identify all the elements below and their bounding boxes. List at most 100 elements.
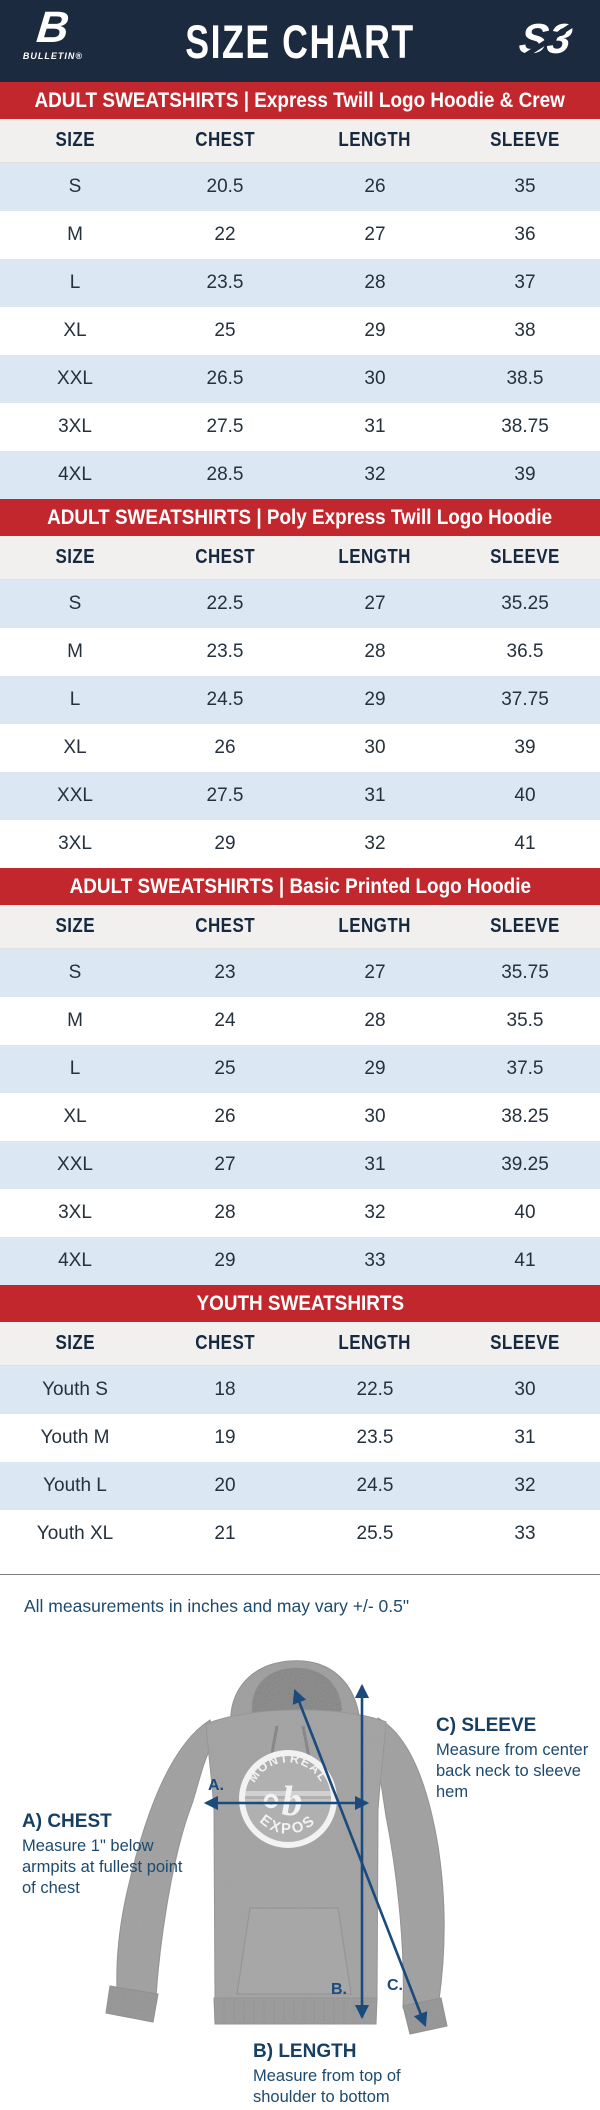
- table-cell: 38.25: [501, 1106, 549, 1127]
- measurement-arrows: [203, 1683, 428, 2027]
- table-row: Youth XL 21 25.5 33: [0, 1510, 600, 1558]
- table-cell: 41: [514, 1250, 536, 1271]
- table-cell: 27: [364, 962, 386, 983]
- table-cell: 31: [514, 1427, 536, 1448]
- col-length: LENGTH: [338, 1332, 412, 1354]
- mark-b: B.: [331, 1981, 347, 1998]
- table-cell: 25: [214, 320, 236, 341]
- col-chest: CHEST: [195, 546, 255, 568]
- column-headers: SIZE CHEST LENGTH SLEEVE: [0, 905, 600, 949]
- banner-poly-express-twill: ADULT SWEATSHIRTS | Poly Express Twill L…: [0, 499, 600, 536]
- table-cell: 19: [214, 1427, 236, 1448]
- table-cell: Youth M: [40, 1427, 110, 1448]
- length-label-title: B) LENGTH: [253, 2041, 357, 2062]
- measurement-note: All measurements in inches and may vary …: [24, 1596, 410, 1616]
- sleeve-label-title: C) SLEEVE: [436, 1715, 537, 1736]
- table-cell: 40: [514, 1202, 536, 1223]
- table-poly-express-twill: S 22.5 27 35.25 M 23.5 28 36.5 L 24.5 29 37.75 XL 26 3…: [0, 580, 600, 868]
- banner-basic-printed: ADULT SWEATSHIRTS | Basic Printed Logo H…: [0, 868, 600, 905]
- table-row: L 24.5 29 37.75: [0, 676, 600, 724]
- table-basic-printed: S 23 27 35.75 M 24 28 35.5 L 25 29 37.5 XL 26 30 38.25 X…: [0, 949, 600, 1285]
- table-row: Youth S 18 22.5 30: [0, 1366, 600, 1414]
- table-cell: 38.75: [501, 416, 549, 437]
- table-cell: 31: [364, 785, 386, 806]
- sleeve-label: C) SLEEVE Measure from center back neck …: [436, 1714, 598, 1802]
- table-cell: XXL: [57, 368, 93, 389]
- table-cell: 37.75: [501, 689, 549, 710]
- table-row: S 22.5 27 35.25: [0, 580, 600, 628]
- table-cell: S: [68, 593, 82, 614]
- table-cell: 35.75: [501, 962, 549, 983]
- table-cell: 22: [214, 224, 236, 245]
- table-cell: 24: [214, 1010, 236, 1031]
- table-row: 3XL 28 32 40: [0, 1189, 600, 1237]
- table-cell: 36: [514, 224, 536, 245]
- table-cell: 30: [514, 1379, 536, 1400]
- table-cell: M: [67, 224, 83, 245]
- table-cell: 4XL: [58, 1250, 92, 1271]
- table-cell: 28: [364, 641, 386, 662]
- bulletin-logo: B BULLETIN®: [14, 2, 92, 61]
- table-cell: Youth L: [43, 1475, 107, 1496]
- table-row: XXL 26.5 30 38.5: [0, 355, 600, 403]
- page-title: SIZE CHART: [185, 14, 415, 68]
- col-chest: CHEST: [195, 129, 255, 151]
- table-cell: 26: [364, 176, 386, 197]
- table-cell: 23.5: [206, 272, 244, 293]
- table-cell: 3XL: [58, 833, 92, 854]
- table-cell: L: [69, 1058, 81, 1079]
- table-cell: 32: [364, 833, 386, 854]
- table-cell: 26: [214, 1106, 236, 1127]
- col-sleeve: SLEEVE: [490, 129, 560, 151]
- bulletin-b-icon: B: [34, 3, 72, 52]
- table-cell: 20.5: [206, 176, 244, 197]
- col-size: SIZE: [55, 129, 95, 151]
- banner-youth: YOUTH SWEATSHIRTS: [0, 1285, 600, 1322]
- col-length: LENGTH: [338, 546, 412, 568]
- table-cell: M: [67, 1010, 83, 1031]
- table-cell: L: [69, 272, 81, 293]
- column-headers: SIZE CHEST LENGTH SLEEVE: [0, 1322, 600, 1366]
- table-cell: XL: [63, 737, 87, 758]
- table-cell: 32: [514, 1475, 536, 1496]
- table-cell: 21: [214, 1523, 236, 1544]
- col-size: SIZE: [55, 546, 95, 568]
- col-sleeve: SLEEVE: [490, 546, 560, 568]
- table-cell: 27: [214, 1154, 236, 1175]
- table-cell: 37.5: [506, 1058, 544, 1079]
- table-cell: 29: [364, 320, 386, 341]
- sleeve-label-desc: Measure from center back neck to sleeve …: [436, 1740, 589, 1801]
- table-row: M 24 28 35.5: [0, 997, 600, 1045]
- table-cell: XL: [63, 1106, 87, 1127]
- table-row: M 23.5 28 36.5: [0, 628, 600, 676]
- table-cell: 40: [514, 785, 536, 806]
- table-cell: 39: [514, 737, 536, 758]
- length-label: B) LENGTH Measure from top of shoulder t…: [253, 2040, 401, 2110]
- table-cell: 32: [364, 1202, 386, 1223]
- table-cell: 33: [514, 1523, 536, 1544]
- table-cell: 35.5: [506, 1010, 544, 1031]
- hoodie-illustration: MONTRÉAL EXPOS b A. B. C.: [105, 1660, 448, 2035]
- table-cell: XXL: [57, 785, 93, 806]
- sleeve-arrow: [292, 1689, 428, 2027]
- table-cell: 27.5: [206, 785, 244, 806]
- table-cell: 28: [214, 1202, 236, 1223]
- table-row: 4XL 28.5 32 39: [0, 451, 600, 499]
- banner-express-twill: ADULT SWEATSHIRTS | Express Twill Logo H…: [0, 82, 600, 119]
- table-cell: 32: [364, 464, 386, 485]
- table-cell: 36.5: [506, 641, 544, 662]
- chest-label-desc: Measure 1" below armpits at fullest poin…: [22, 1836, 183, 1897]
- bulletin-wordmark: BULLETIN®: [22, 51, 84, 61]
- length-label-desc: Measure from top of shoulder to bottom o…: [253, 2066, 401, 2110]
- footnote-section: All measurements in inches and may vary …: [0, 1574, 600, 1650]
- table-row: L 23.5 28 37: [0, 259, 600, 307]
- table-cell: 22.5: [356, 1379, 394, 1400]
- table-row: Youth M 19 23.5 31: [0, 1414, 600, 1462]
- table-cell: 28.5: [206, 464, 244, 485]
- table-cell: 35: [514, 176, 536, 197]
- table-cell: 39.25: [501, 1154, 549, 1175]
- col-length: LENGTH: [338, 129, 412, 151]
- table-cell: 38: [514, 320, 536, 341]
- table-cell: 30: [364, 737, 386, 758]
- table-row: S 23 27 35.75: [0, 949, 600, 997]
